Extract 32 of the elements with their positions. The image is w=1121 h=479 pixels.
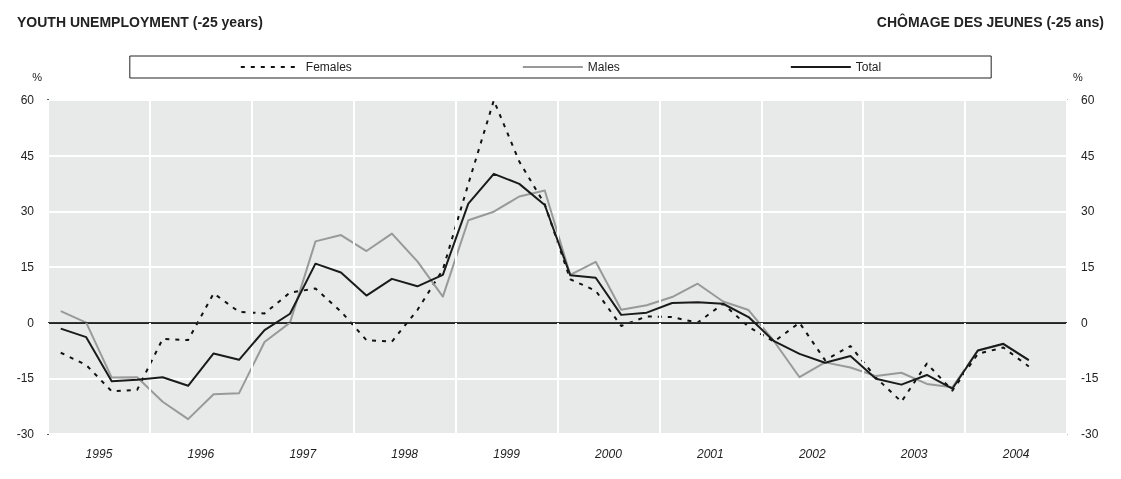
x-tick-label: 2001 [696,447,724,461]
y-tick-label: 15 [20,260,35,274]
line-series [59,99,1030,403]
y-tick-label: 60 [20,93,35,107]
legend-label: Total [855,60,882,74]
x-tick-label: 1998 [391,447,419,461]
y-tick-label: 30 [20,204,35,219]
y2-tick-label: -15 [1081,371,1099,386]
y2-tick-label: 15 [1081,260,1095,274]
y-axis-title: % [32,70,43,83]
x-tick-label: 1995 [85,447,113,461]
y-tick-label: 0 [27,315,35,330]
y2-tick-label: 0 [1081,315,1088,330]
y2-axis-title: % [1073,70,1083,83]
x-tick-label: 1996 [187,447,215,461]
x-tick-label: 1997 [289,447,318,461]
legend-label: Females [305,60,352,74]
y2-tick-label: 30 [1081,204,1095,219]
y2-tick-label: 60 [1081,93,1095,107]
y-tick-label: 45 [20,148,35,163]
y2-tick-label: 45 [1081,148,1095,163]
x-tick-label: 2004 [1001,447,1030,461]
x-tick-label: 1999 [493,447,521,461]
y2-tick-label: -30 [1081,427,1099,441]
legend-label: Males [587,60,620,74]
chart-subtitle: CHÔMAGE DES JEUNES (-25 ans) [876,13,1105,30]
x-tick-label: 2002 [797,447,826,461]
y-tick-label: -15 [16,371,35,386]
y-tick-label: -30 [16,427,35,441]
x-tick-label: 2003 [899,447,928,461]
x-tick-label: 2000 [594,447,623,461]
chart-title: YOUTH UNEMPLOYMENT (-25 years) [17,14,263,30]
